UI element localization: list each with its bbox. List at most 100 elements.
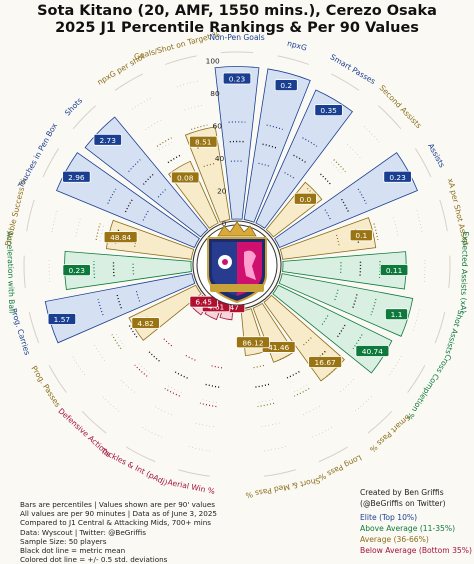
guide-dots bbox=[76, 218, 80, 237]
metric-label: Aerial Win % bbox=[167, 478, 216, 497]
mean-dot-line bbox=[255, 384, 269, 387]
outer-guide bbox=[178, 470, 210, 477]
guide-dots bbox=[154, 406, 171, 415]
metric-label: Non-Pen Goals bbox=[209, 33, 264, 42]
footer-notes: Bars are percentiles | Values shown are … bbox=[20, 500, 217, 564]
value-label: 1.57 bbox=[54, 315, 71, 324]
footer-note: Data: Wyscout | Twitter: @BeGriffis bbox=[20, 528, 217, 537]
std-dot-line bbox=[252, 365, 264, 367]
outer-guide bbox=[29, 312, 39, 343]
legend: Created by Ben Griffis (@BeGriffis on Tw… bbox=[360, 487, 472, 556]
value-badge: 0.1 bbox=[350, 230, 372, 241]
guide-dots bbox=[103, 396, 119, 411]
guide-dots bbox=[195, 423, 214, 427]
outer-guide bbox=[319, 447, 348, 462]
value-label: 4.82 bbox=[137, 319, 153, 328]
mean-dot-line bbox=[205, 384, 219, 387]
metric-label: Smart Pass % bbox=[368, 413, 412, 455]
legend-entry-above-average: Above Average (11-35%) bbox=[360, 523, 472, 534]
value-badge: 48.84 bbox=[104, 232, 137, 243]
value-label: 0.0 bbox=[299, 195, 311, 204]
std-dot-line bbox=[210, 365, 222, 367]
legend-entry-below-average: Below Average (Bottom 35%) bbox=[360, 545, 472, 556]
footer-note: Compared to J1 Central & Attacking Mids,… bbox=[20, 518, 217, 527]
guide-dots bbox=[177, 81, 198, 87]
value-badge: 1.1 bbox=[385, 309, 407, 320]
guide-dots bbox=[389, 356, 401, 375]
value-badge: 4.82 bbox=[132, 318, 160, 329]
guide-dots bbox=[73, 356, 85, 375]
guide-dots bbox=[331, 163, 342, 175]
mean-dot-line bbox=[321, 174, 331, 184]
guide-dots bbox=[146, 120, 162, 130]
mean-dot-line bbox=[175, 372, 188, 379]
outer-guide bbox=[27, 200, 35, 231]
guide-dots bbox=[52, 211, 57, 232]
std-dot-line bbox=[165, 389, 180, 397]
std-dot-line bbox=[157, 138, 171, 147]
std-dot-line bbox=[374, 224, 378, 240]
value-label: 0.23 bbox=[229, 75, 246, 84]
value-badge: 2.96 bbox=[63, 171, 91, 182]
guide-dots bbox=[261, 423, 280, 427]
guide-dots bbox=[417, 211, 422, 232]
club-crest-logo bbox=[197, 222, 277, 305]
legend-entry-elite: Elite (Top 10%) bbox=[360, 512, 472, 523]
outer-guide bbox=[408, 365, 425, 392]
guide-dots bbox=[115, 333, 124, 347]
guide-dots bbox=[100, 225, 104, 241]
guide-dots bbox=[138, 362, 150, 373]
guide-dots bbox=[355, 396, 371, 411]
value-label: 2.96 bbox=[68, 173, 85, 182]
guide-dots bbox=[201, 399, 217, 402]
value-label: 16.67 bbox=[315, 358, 336, 367]
value-badge: 0.35 bbox=[315, 105, 343, 116]
std-dot-line bbox=[112, 335, 121, 349]
metric-label: Expected Assists (xA) bbox=[459, 231, 471, 313]
guide-dots bbox=[393, 218, 397, 237]
outer-guide bbox=[165, 56, 196, 65]
metric-label: Second Assists bbox=[378, 83, 424, 130]
guide-dots bbox=[94, 344, 104, 360]
std-dot-line bbox=[185, 355, 196, 361]
radial-tick-label: 60 bbox=[213, 122, 223, 131]
value-label: 40.74 bbox=[362, 347, 383, 356]
outer-guide bbox=[449, 256, 450, 288]
std-dot-line bbox=[163, 338, 172, 346]
value-badge: 1.57 bbox=[48, 313, 76, 324]
outer-guide bbox=[115, 74, 143, 90]
outer-guide bbox=[415, 149, 431, 177]
legend-entry-average: Average (36-66%) bbox=[360, 534, 472, 545]
credit-line: (@BeGriffis on Twitter) bbox=[360, 498, 472, 509]
value-badge: 0.23 bbox=[384, 171, 412, 182]
footer-note: Sample Size: 50 players bbox=[20, 537, 217, 546]
value-label: 0.11 bbox=[386, 266, 403, 275]
guide-dots bbox=[142, 427, 162, 437]
credit-line: Created by Ben Griffis bbox=[360, 487, 472, 498]
value-badge: 8.51 bbox=[189, 136, 217, 147]
value-badge: 86.12 bbox=[236, 337, 269, 348]
metric-label: Assists bbox=[426, 142, 446, 169]
metric-label: Short & Med Pass % bbox=[245, 476, 321, 500]
metric-label: Shots bbox=[63, 96, 84, 118]
metric-label: Long Pass % bbox=[317, 453, 363, 482]
mean-dot-line bbox=[168, 155, 180, 162]
value-badge: 0.23 bbox=[223, 73, 251, 84]
value-label: 0.2 bbox=[280, 81, 292, 90]
value-badge: 0.0 bbox=[294, 193, 316, 204]
value-label: 86.12 bbox=[242, 338, 263, 347]
guide-dots bbox=[364, 127, 379, 143]
radial-tick-label: 80 bbox=[210, 89, 220, 98]
std-dot-line bbox=[294, 389, 309, 397]
mean-dot-line bbox=[286, 372, 299, 379]
guide-dots bbox=[257, 399, 273, 402]
value-label: 6.45 bbox=[195, 298, 212, 307]
outer-guide bbox=[43, 149, 59, 177]
guide-dots bbox=[302, 406, 319, 415]
std-dot-line bbox=[96, 224, 100, 240]
outer-guide bbox=[435, 312, 445, 343]
radial-tick-label: 100 bbox=[206, 56, 220, 65]
value-label: 0.23 bbox=[68, 266, 85, 275]
guide-dots bbox=[159, 141, 173, 149]
